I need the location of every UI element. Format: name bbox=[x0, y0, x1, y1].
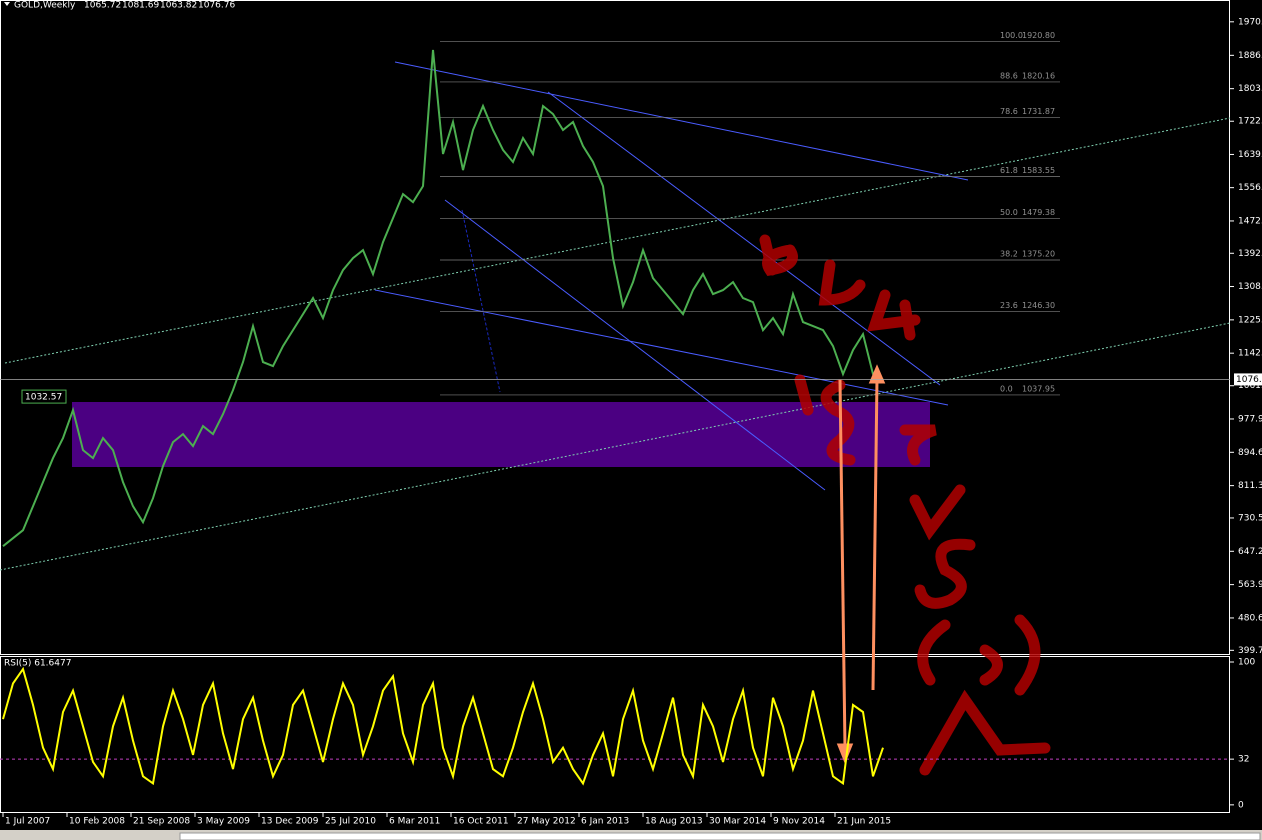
fib-ratio: 61.8 bbox=[1000, 166, 1018, 175]
fibonacci: 100.0 1920.80 88.6 1820.16 78.6 1731.87 61.8 15… bbox=[440, 31, 1060, 396]
trendlines bbox=[0, 61, 1231, 571]
rsi-frame bbox=[0, 656, 1230, 813]
arrow-head bbox=[836, 743, 854, 765]
trendline bbox=[461, 209, 501, 393]
trendline bbox=[394, 61, 969, 181]
y-tick-label: 811.3 bbox=[1238, 481, 1262, 491]
tab[interactable] bbox=[179, 832, 1261, 840]
fib-ratio: 100.0 bbox=[1000, 31, 1023, 40]
y-tick-label: 1308. bbox=[1238, 282, 1262, 292]
x-tick-label: 21 Jun 2015 bbox=[837, 817, 891, 827]
x-tick-label: 18 Aug 2013 bbox=[645, 817, 703, 827]
x-tick-label: 1 Jul 2007 bbox=[5, 817, 50, 827]
fib-price: 1037.95 bbox=[1022, 384, 1055, 393]
scribble bbox=[917, 614, 1041, 696]
x-tick-label: 3 May 2009 bbox=[197, 817, 250, 827]
trendline bbox=[547, 91, 941, 386]
channel-line bbox=[4, 117, 1231, 364]
fib-price: 1583.55 bbox=[1022, 166, 1055, 175]
ohlc-value: 1081.69 bbox=[122, 1, 159, 11]
menu-arrow[interactable] bbox=[4, 2, 10, 6]
rsi-title: RSI(5) 61.6477 bbox=[4, 659, 71, 669]
ohlc-value: 1065.72 bbox=[84, 1, 121, 11]
y-tick-label: 1639. bbox=[1238, 150, 1262, 160]
y-tick-label: 1142. bbox=[1238, 349, 1262, 359]
y-tick-label: 563.9 bbox=[1238, 580, 1262, 590]
fib-price: 1820.16 bbox=[1022, 71, 1055, 80]
x-tick-label: 6 Jan 2013 bbox=[581, 817, 629, 827]
fib-ratio: 50.0 bbox=[1000, 208, 1018, 217]
x-tick-label: 10 Feb 2008 bbox=[69, 817, 125, 827]
last-price-label: 1076. bbox=[1236, 375, 1262, 385]
rsi-plot bbox=[0, 666, 1230, 786]
scribble bbox=[899, 424, 937, 466]
scribble bbox=[909, 484, 966, 541]
x-tick-label: 16 Oct 2011 bbox=[453, 817, 509, 827]
handwritten-annotation bbox=[759, 234, 1051, 776]
arrow bbox=[871, 377, 879, 691]
channel-line bbox=[0, 322, 1231, 571]
fib-ratio: 23.6 bbox=[1000, 301, 1018, 310]
x-tick-label: 30 Mar 2014 bbox=[709, 817, 766, 827]
y-tick-label: 1803. bbox=[1238, 84, 1262, 94]
trendline bbox=[444, 199, 826, 491]
scribble bbox=[794, 374, 856, 466]
data-line bbox=[2, 666, 884, 786]
y-tick-label: 1472. bbox=[1238, 216, 1262, 226]
y-tick-label: 32 bbox=[1238, 755, 1249, 765]
last-price-box bbox=[1234, 373, 1262, 386]
y-tick-label: 1061. bbox=[1238, 381, 1262, 391]
y-tick-label: 1556. bbox=[1238, 183, 1262, 193]
arrow bbox=[838, 379, 847, 749]
y-tick-label: 100 bbox=[1238, 658, 1255, 668]
fib-ratio: 38.2 bbox=[1000, 249, 1018, 258]
x-tick-label: 9 Nov 2014 bbox=[773, 817, 825, 827]
y-tick-label: 480.6 bbox=[1238, 613, 1262, 623]
y-tick-label: 1392. bbox=[1238, 249, 1262, 259]
fib-ratio: 0.0 bbox=[1000, 384, 1013, 393]
main-frame bbox=[0, 0, 1230, 655]
scribble bbox=[818, 259, 866, 306]
data-line bbox=[2, 49, 884, 547]
arrow-head bbox=[868, 364, 886, 384]
fib-price: 1375.20 bbox=[1022, 249, 1055, 258]
y-tick-label: 0 bbox=[1238, 800, 1244, 810]
scribble bbox=[759, 234, 798, 277]
support-zone bbox=[72, 402, 930, 467]
price-plot bbox=[2, 49, 884, 547]
fib-price: 1920.80 bbox=[1022, 31, 1055, 40]
y-tick-label: 1970. bbox=[1238, 17, 1262, 27]
y-tick-label: 1722. bbox=[1238, 117, 1262, 127]
level-label: 1032.57 bbox=[25, 393, 62, 403]
ohlc-values: 1065.72 1081.69 1063.82 1076.76 bbox=[84, 1, 235, 11]
scribble bbox=[867, 289, 921, 341]
x-tick-label: 27 May 2012 bbox=[517, 817, 576, 827]
y-tick-label: 730.5 bbox=[1238, 513, 1262, 523]
y-tick-label: 1225. bbox=[1238, 315, 1262, 325]
chart-title: GOLD,Weekly bbox=[14, 1, 76, 11]
y-tick-label: 399.7 bbox=[1238, 646, 1262, 656]
fib-ratio: 88.6 bbox=[1000, 71, 1018, 80]
y-tick-label: 977.9 bbox=[1238, 414, 1262, 424]
y-tick-label: 894.6 bbox=[1238, 448, 1262, 458]
y-tick-label: 647.2 bbox=[1238, 547, 1262, 557]
scribble bbox=[979, 644, 1003, 686]
scribble bbox=[914, 538, 976, 609]
fib-price: 1479.38 bbox=[1022, 208, 1055, 217]
fib-price: 1731.87 bbox=[1022, 107, 1055, 116]
y-tick-label: 1886. bbox=[1238, 51, 1262, 61]
scribble bbox=[919, 689, 1051, 776]
fib-ratio: 78.6 bbox=[1000, 107, 1018, 116]
x-tick-label: 21 Sep 2008 bbox=[133, 817, 190, 827]
trendline bbox=[374, 289, 949, 406]
ohlc-value: 1076.76 bbox=[198, 1, 235, 11]
x-tick-label: 13 Dec 2009 bbox=[261, 817, 319, 827]
x-tick-label: 6 Mar 2011 bbox=[389, 817, 440, 827]
level-box bbox=[21, 389, 67, 404]
ohlc-value: 1063.82 bbox=[160, 1, 197, 11]
x-tick-label: 25 Jul 2010 bbox=[325, 817, 376, 827]
fib-price: 1246.30 bbox=[1022, 301, 1055, 310]
